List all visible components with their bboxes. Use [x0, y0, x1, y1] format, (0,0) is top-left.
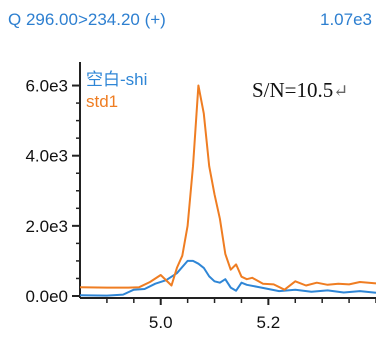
- x-tick-label: 5.2: [257, 313, 281, 332]
- snr-text: S/N=10.5: [252, 78, 333, 102]
- x-tick-label: 5.0: [149, 313, 173, 332]
- series-line-blank: [79, 259, 376, 297]
- snr-annotation: S/N=10.5↵: [252, 78, 348, 102]
- series-line-std1: [79, 84, 376, 291]
- legend-entry: std1: [86, 92, 118, 111]
- chromatogram-header: Q 296.00>234.20 (+) 1.07e3: [0, 0, 376, 40]
- y-tick-label: 2.0e3: [25, 217, 68, 236]
- y-tick-label: 6.0e3: [25, 77, 68, 96]
- chart-legend: 空白-shi std1: [86, 70, 147, 111]
- max-intensity-label: 1.07e3: [320, 10, 372, 29]
- legend-entry: 空白-shi: [86, 70, 147, 89]
- y-tick-label: 4.0e3: [25, 147, 68, 166]
- x-axis-ticks: 5.0 5.2: [106, 298, 376, 332]
- transition-label: Q 296.00>234.20 (+): [8, 10, 166, 29]
- y-axis-ticks: 0.0e0 2.0e3 4.0e3 6.0e3: [25, 77, 80, 306]
- return-glyph: ↵: [333, 81, 348, 101]
- y-tick-label: 0.0e0: [25, 287, 68, 306]
- series-layer: [79, 84, 376, 297]
